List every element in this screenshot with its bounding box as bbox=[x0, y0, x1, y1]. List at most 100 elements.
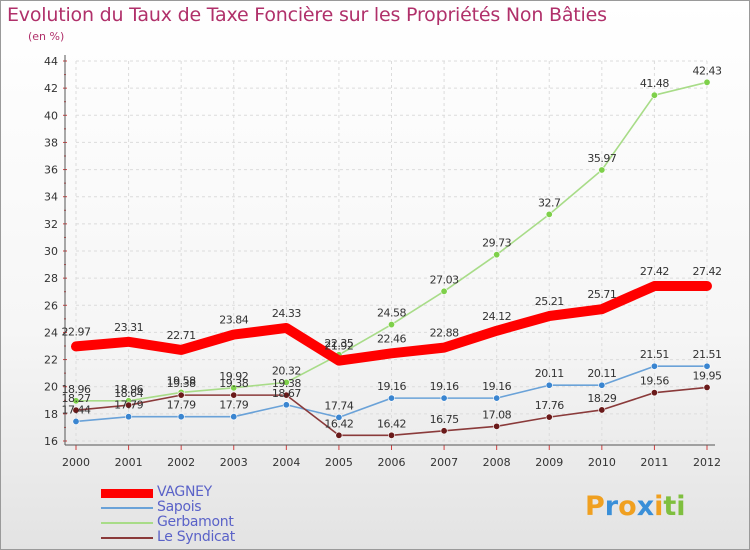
data-label: 16.42 bbox=[324, 417, 353, 430]
data-label: 17.74 bbox=[324, 399, 353, 412]
data-point bbox=[598, 166, 606, 174]
x-tick-label: 2006 bbox=[378, 456, 406, 469]
data-point bbox=[493, 251, 501, 259]
data-label: 27.42 bbox=[693, 265, 722, 278]
logo-letter: o bbox=[618, 491, 637, 522]
data-label: 21.51 bbox=[640, 348, 669, 361]
legend-item-vagney: VAGNEY bbox=[101, 484, 351, 500]
data-label: 21.51 bbox=[693, 348, 722, 361]
data-label: 18.67 bbox=[272, 387, 301, 400]
data-label: 18.27 bbox=[62, 392, 91, 405]
data-point bbox=[650, 389, 658, 397]
data-point bbox=[493, 422, 501, 430]
legend-swatch bbox=[101, 507, 153, 509]
legend-swatch bbox=[101, 522, 153, 524]
chart-subtitle: (en %) bbox=[28, 30, 65, 43]
data-point bbox=[598, 381, 606, 389]
data-point bbox=[598, 406, 606, 414]
x-tick-label: 2001 bbox=[115, 456, 143, 469]
legend-item-gerbamont: Gerbamont bbox=[101, 514, 351, 530]
logo-letter: i bbox=[676, 491, 686, 522]
x-tick-label: 2007 bbox=[430, 456, 458, 469]
x-tick-label: 2009 bbox=[535, 456, 563, 469]
data-point bbox=[230, 391, 238, 399]
data-point bbox=[282, 378, 290, 386]
data-label: 27.42 bbox=[640, 265, 669, 278]
data-label: 16.75 bbox=[430, 413, 459, 426]
data-point bbox=[125, 401, 133, 409]
data-point bbox=[72, 397, 80, 405]
data-label: 22.71 bbox=[167, 329, 196, 342]
data-label: 24.33 bbox=[272, 307, 301, 320]
data-label: 17.76 bbox=[535, 399, 564, 412]
legend-label: Sapois bbox=[157, 499, 202, 515]
data-point bbox=[493, 394, 501, 402]
data-point bbox=[72, 417, 80, 425]
data-point bbox=[387, 431, 395, 439]
data-label: 20.11 bbox=[587, 367, 616, 380]
data-label: 29.73 bbox=[482, 237, 511, 250]
data-point bbox=[545, 210, 553, 218]
data-point bbox=[703, 362, 711, 370]
data-label: 35.97 bbox=[587, 152, 616, 165]
logo-letter: t bbox=[663, 491, 677, 522]
legend-swatch bbox=[101, 489, 153, 498]
legend-label: VAGNEY bbox=[157, 484, 212, 500]
y-tick-label: 32 bbox=[44, 218, 58, 231]
data-label: 20.32 bbox=[272, 364, 301, 377]
logo-letter: x bbox=[636, 491, 655, 522]
legend: VAGNEY Sapois Gerbamont Le Syndicat bbox=[101, 484, 351, 545]
y-tick-label: 34 bbox=[44, 191, 58, 204]
data-point bbox=[177, 413, 185, 421]
data-label: 18.29 bbox=[587, 392, 616, 405]
data-label: 17.08 bbox=[482, 408, 511, 421]
data-label: 25.21 bbox=[535, 295, 564, 308]
data-label: 19.56 bbox=[640, 375, 669, 388]
data-label: 27.03 bbox=[430, 273, 459, 286]
data-point bbox=[387, 321, 395, 329]
data-point bbox=[545, 381, 553, 389]
data-label: 20.11 bbox=[535, 367, 564, 380]
data-label: 22.88 bbox=[430, 327, 459, 340]
data-label: 25.71 bbox=[587, 288, 616, 301]
x-tick-label: 2005 bbox=[325, 456, 353, 469]
data-point bbox=[335, 431, 343, 439]
data-point bbox=[545, 413, 553, 421]
data-label: 17.79 bbox=[114, 399, 143, 412]
y-tick-label: 44 bbox=[44, 55, 58, 68]
data-point bbox=[230, 384, 238, 392]
series bbox=[71, 78, 712, 439]
data-point bbox=[650, 91, 658, 99]
data-label: 19.16 bbox=[430, 380, 459, 393]
x-tick-label: 2011 bbox=[640, 456, 668, 469]
legend-item-le-syndicat: Le Syndicat bbox=[101, 529, 351, 545]
data-point bbox=[282, 401, 290, 409]
y-tick-label: 20 bbox=[44, 381, 58, 394]
data-label: 22.35 bbox=[324, 337, 353, 350]
logo-letter: r bbox=[604, 491, 619, 522]
data-label: 19.16 bbox=[482, 380, 511, 393]
data-label: 16.42 bbox=[377, 417, 406, 430]
data-point bbox=[440, 287, 448, 295]
y-tick-label: 18 bbox=[44, 408, 58, 421]
data-point bbox=[387, 394, 395, 402]
data-label: 19.16 bbox=[377, 380, 406, 393]
y-tick-label: 40 bbox=[44, 109, 58, 122]
y-tick-label: 16 bbox=[44, 435, 58, 448]
x-tick-label: 2000 bbox=[62, 456, 90, 469]
x-tick-label: 2002 bbox=[167, 456, 195, 469]
logo-letter: P bbox=[585, 491, 605, 522]
y-tick-label: 38 bbox=[44, 136, 58, 149]
data-label: 18.96 bbox=[114, 383, 143, 396]
data-label: 42.43 bbox=[693, 64, 722, 77]
data-label: 19.38 bbox=[219, 377, 248, 390]
data-point bbox=[440, 427, 448, 435]
data-point bbox=[703, 78, 711, 86]
data-point bbox=[177, 391, 185, 399]
data-label: 21.92 bbox=[324, 340, 353, 353]
proxiti-logo: Proxiti bbox=[585, 491, 686, 522]
data-point bbox=[440, 394, 448, 402]
x-tick-label: 2012 bbox=[693, 456, 721, 469]
